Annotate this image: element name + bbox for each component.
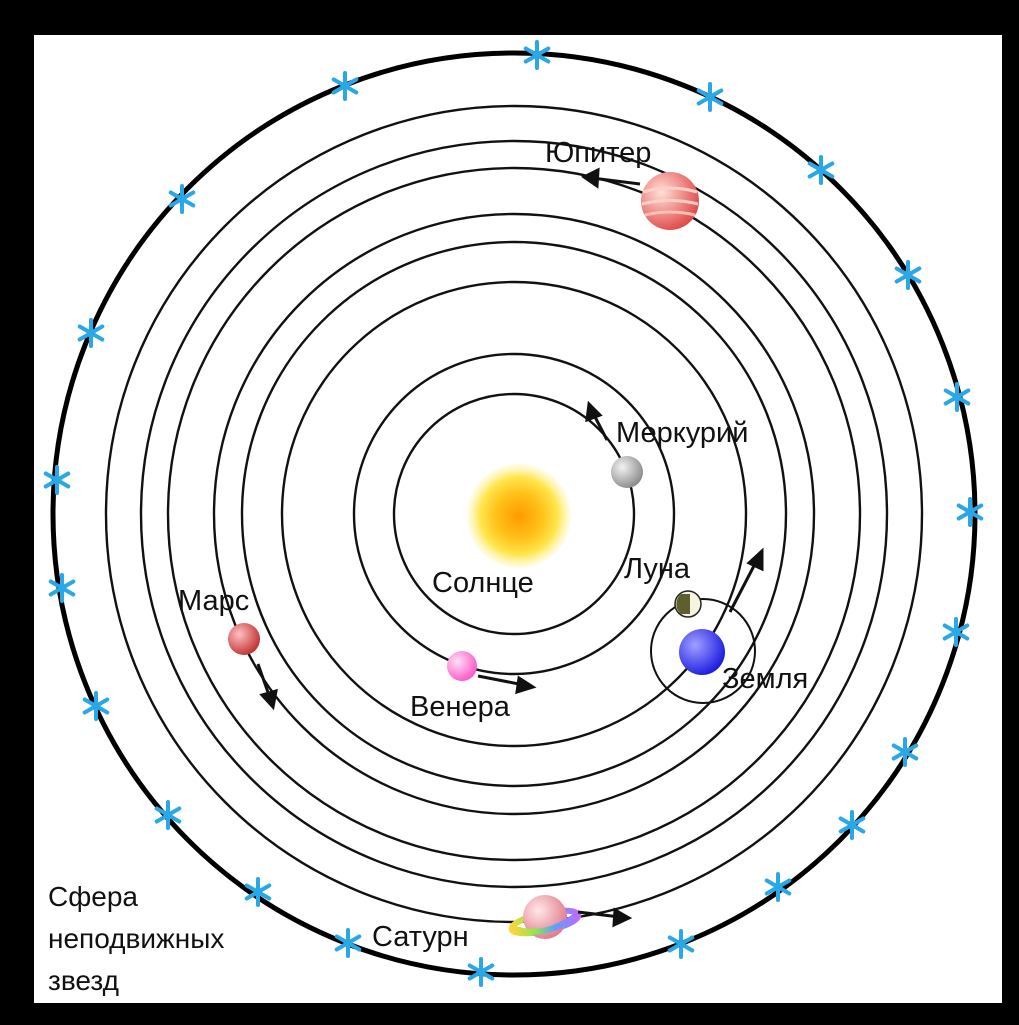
star-icon (894, 260, 922, 290)
label-sphere-line-2: неподвижных (48, 923, 224, 954)
label-sphere-line-1: Сфера (48, 881, 138, 912)
orbit-mercury (392, 392, 636, 636)
star-icon (943, 382, 971, 412)
label-venus: Венера (410, 691, 511, 723)
star-icon (942, 617, 970, 647)
star-icon (523, 40, 551, 70)
orbit-6 (166, 166, 862, 862)
label-sun: Солнце (432, 567, 534, 599)
arrow-venus (515, 675, 537, 695)
star-icon (891, 737, 919, 767)
star-icon (807, 155, 835, 185)
arrow-saturn (612, 907, 633, 928)
star-icon (168, 184, 196, 214)
label-jupiter: Юпитер (545, 137, 651, 169)
moon-icon (674, 590, 702, 618)
venus-icon (447, 651, 477, 681)
star-icon (667, 929, 695, 959)
arrow-earth (746, 547, 764, 572)
orbit-4 (240, 240, 788, 788)
star-icon (956, 497, 984, 527)
orbit-venus (352, 352, 676, 676)
label-moon: Луна (624, 553, 691, 585)
label-sphere-line-3: звезд (48, 965, 119, 996)
mars-icon (228, 623, 260, 655)
label-mercury: Меркурий (616, 417, 748, 449)
star-icon (244, 877, 272, 907)
arrow-mars (259, 688, 278, 711)
saturn-icon (508, 895, 582, 939)
jupiter-icon (641, 172, 699, 230)
star-icon (331, 71, 359, 101)
star-icon (43, 465, 71, 495)
label-earth: Земля (722, 663, 808, 695)
star-icon (764, 872, 792, 902)
star-icon (77, 318, 105, 348)
star-icon (838, 810, 866, 840)
orbit-jupiter (139, 139, 889, 889)
star-icon (48, 573, 76, 603)
orbit-mars (212, 212, 816, 816)
label-mars: Марс (178, 585, 249, 617)
arrow-jupiter (581, 167, 600, 189)
orbit-earth (280, 280, 748, 748)
sun-icon (467, 464, 571, 568)
earth-icon (679, 629, 725, 675)
star-icon (82, 691, 110, 721)
fixed-stars (43, 40, 984, 987)
star-icon (696, 82, 724, 112)
star-icon (154, 800, 182, 830)
mercury-icon (611, 456, 643, 488)
label-saturn: Сатурн (372, 921, 469, 953)
star-icon (467, 957, 495, 987)
star-icon (334, 928, 362, 958)
arrow-mercury (585, 400, 603, 423)
moon-orbit (650, 598, 756, 704)
motion-arrows (256, 167, 764, 928)
